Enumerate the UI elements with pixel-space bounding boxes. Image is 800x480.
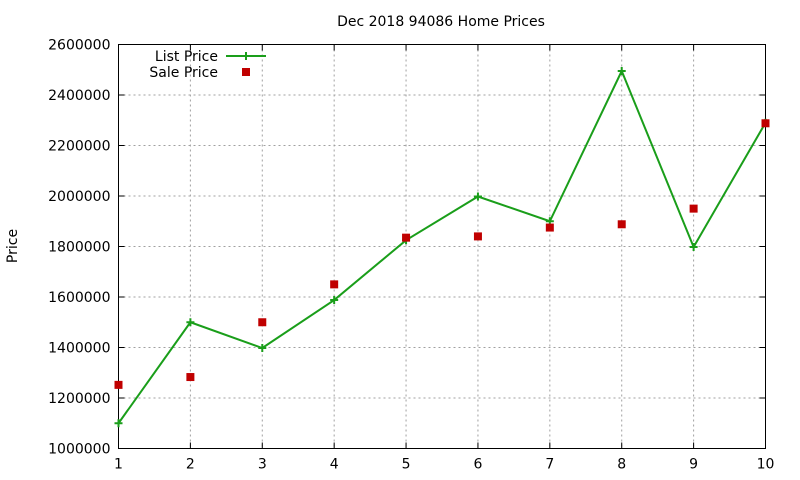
y-tick-label: 1800000 (48, 240, 110, 256)
sale-price-point (258, 318, 267, 327)
y-tick-label: 2200000 (48, 139, 110, 155)
y-tick-label: 2000000 (48, 189, 110, 205)
x-tick-labels: 1 2 3 4 5 6 7 8 9 10 (114, 457, 774, 473)
x-tick-label: 5 (402, 457, 411, 473)
y-axis-label: Price (5, 229, 21, 263)
list-price-line (117, 68, 767, 424)
sale-price-point (761, 119, 770, 128)
x-tick-label: 9 (689, 457, 698, 473)
legend-label-sale-price: Sale Price (149, 65, 218, 81)
sale-price-point (330, 280, 339, 289)
legend-marker-list-price (242, 52, 250, 60)
legend-label-list-price: List Price (155, 49, 218, 65)
y-tick-label: 2400000 (48, 88, 110, 104)
plot-frame (118, 44, 766, 449)
x-tick-label: 10 (757, 457, 775, 473)
chart-title: Dec 2018 94086 Home Prices (337, 14, 545, 30)
sale-price-point (545, 223, 554, 232)
sale-price-point (186, 373, 195, 382)
sale-price-point (689, 204, 698, 213)
sale-price-point (617, 220, 626, 229)
list-price-point (258, 344, 267, 353)
x-tick-label: 8 (617, 457, 626, 473)
list-price-point (617, 67, 626, 76)
legend: List Price Sale Price (149, 49, 266, 81)
sale-price-point (114, 380, 123, 389)
series-layer (114, 67, 770, 428)
list-price-point (473, 192, 482, 201)
x-tick-label: 1 (114, 457, 123, 473)
x-tick-label: 7 (545, 457, 554, 473)
axis-ticks (118, 44, 766, 449)
y-tick-label: 2600000 (48, 38, 110, 54)
grid (118, 44, 766, 449)
list-price-point (689, 243, 698, 252)
x-tick-label: 4 (330, 457, 339, 473)
y-tick-label: 1200000 (48, 391, 110, 407)
sale-price-point (473, 232, 482, 241)
y-tick-labels: 1000000 1200000 1400000 1600000 1800000 20000… (48, 38, 110, 458)
y-tick-label: 1600000 (48, 290, 110, 306)
list-price-point (114, 419, 123, 428)
sale-price-point (402, 233, 411, 242)
list-price-point (186, 318, 195, 327)
y-tick-label: 1000000 (48, 442, 110, 458)
x-tick-label: 6 (473, 457, 482, 473)
x-tick-label: 2 (186, 457, 195, 473)
y-tick-label: 1400000 (48, 341, 110, 357)
legend-marker-sale-price (242, 68, 250, 76)
list-price-point (330, 296, 339, 305)
x-tick-label: 3 (258, 457, 267, 473)
